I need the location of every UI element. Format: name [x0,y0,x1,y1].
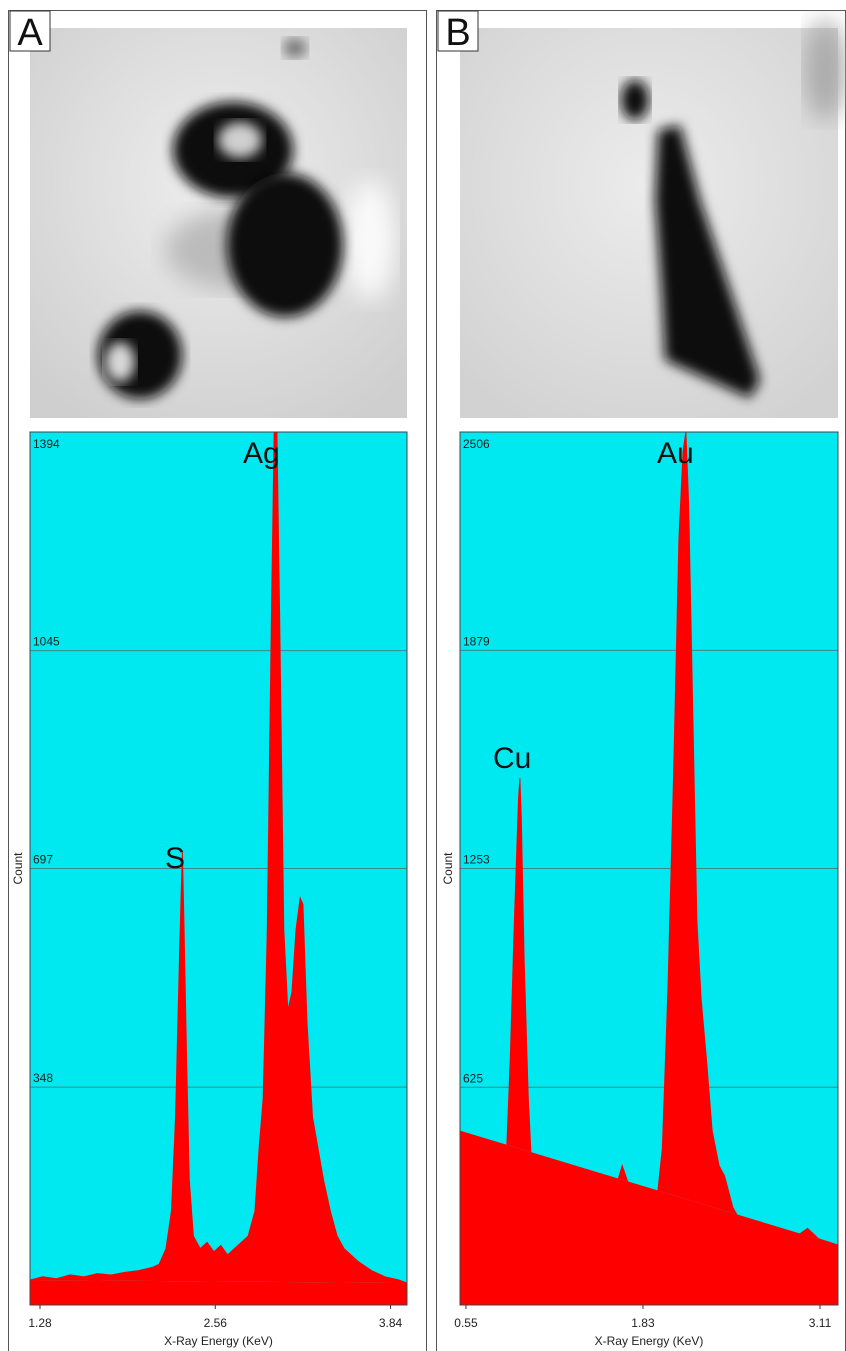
x-axis-label: X-Ray Energy (KeV) [595,1334,704,1348]
y-tick-label: 2506 [463,437,490,451]
x-tick-label: 3.11 [809,1316,832,1330]
peak-annotation: Ag [243,437,280,470]
x-tick-label: 2.56 [204,1316,228,1330]
y-tick-label: 1045 [33,635,60,649]
plot-frame [29,431,408,1306]
area-base [30,1279,407,1305]
y-tick-label: 697 [33,853,53,867]
y-axis-label: Count [441,852,455,885]
y-tick-label: 1253 [463,853,490,867]
x-tick-label: 3.84 [379,1316,403,1330]
y-tick-label: 625 [463,1071,483,1085]
spectrum-area [459,431,839,1246]
x-tick-label: 0.55 [454,1316,478,1330]
x-axis-label: X-Ray Energy (KeV) [164,1334,273,1348]
panel-label: A [17,12,43,54]
peak-annotation: S [165,842,185,875]
spectrum-area [30,431,408,1284]
x-tick-label: 1.28 [28,1316,52,1330]
panel-label: B [445,12,470,54]
peak-annotation: Au [657,437,694,470]
peak-annotation: Cu [493,742,531,775]
y-tick-label: 1879 [463,634,490,648]
x-tick-label: 1.83 [631,1316,655,1330]
plot-frame [459,431,839,1306]
panel-label-box [9,10,51,52]
micrograph [30,28,407,418]
y-tick-label: 1394 [33,437,60,451]
micrograph [460,20,845,418]
panel-label-box [437,10,479,52]
y-axis-label: Count [11,852,25,885]
y-tick-label: 348 [33,1071,53,1085]
